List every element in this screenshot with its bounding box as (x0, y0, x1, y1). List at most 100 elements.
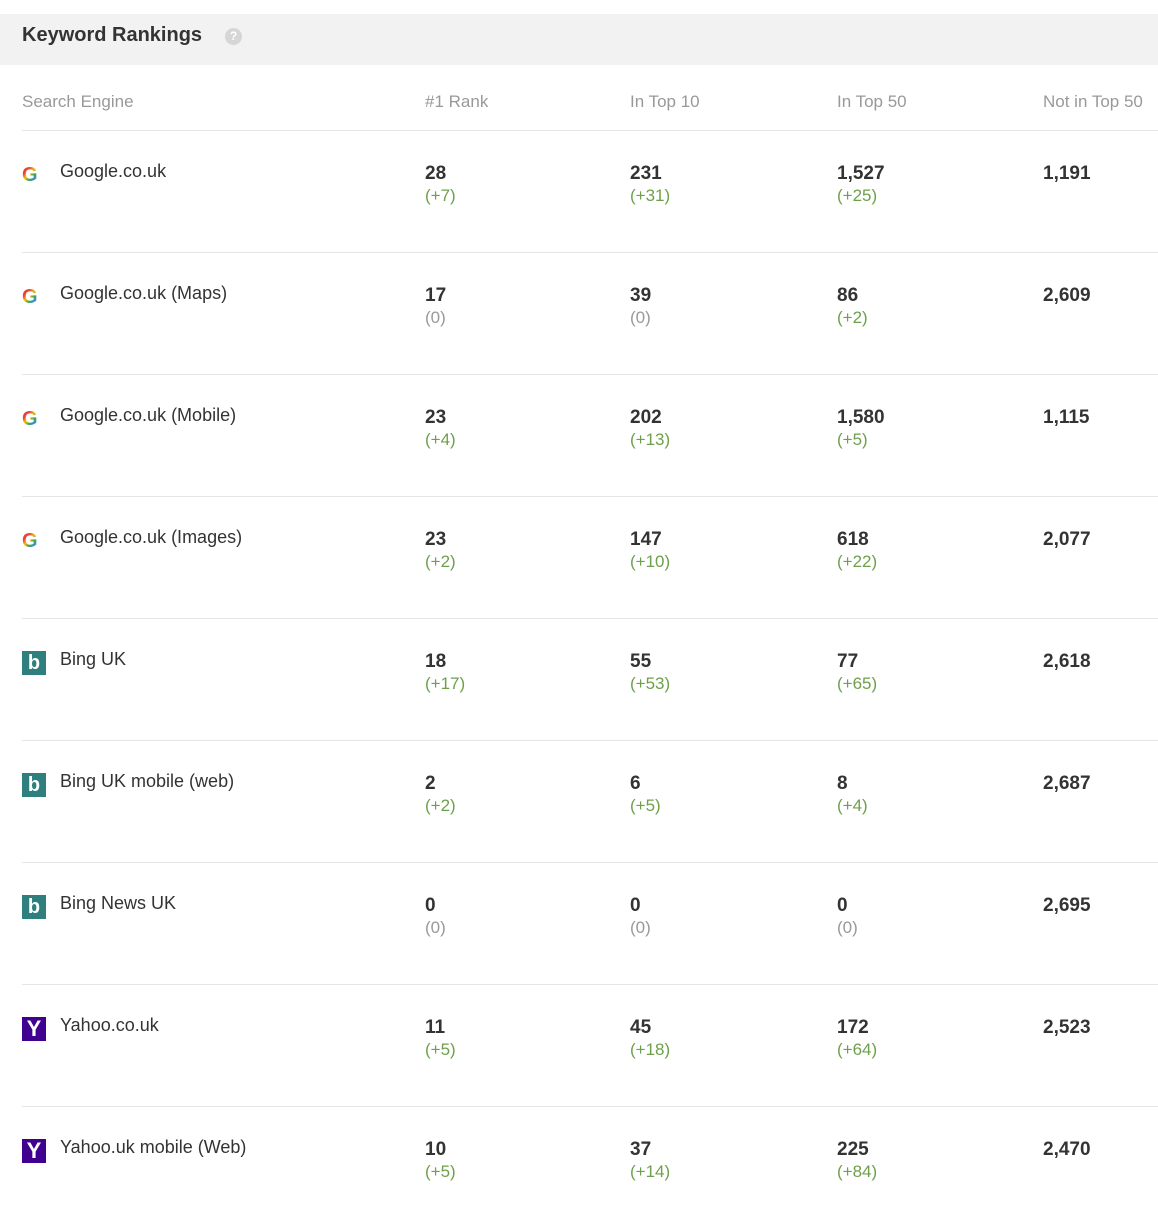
cell-top10: 0 (0) (630, 895, 651, 938)
cell-delta: (0) (837, 918, 858, 937)
engine-name[interactable]: Yahoo.uk mobile (Web) (60, 1137, 247, 1157)
row-divider (22, 740, 1158, 741)
column-header-top10[interactable]: In Top 10 (630, 92, 700, 111)
engine-name[interactable]: Bing UK (60, 649, 127, 669)
cell-delta: (+5) (630, 796, 661, 815)
cell-not-top50: 1,191 (1043, 163, 1091, 185)
cell-delta: (+4) (425, 430, 456, 449)
cell-delta: (+2) (425, 552, 456, 571)
engine-name[interactable]: Bing UK mobile (web) (60, 771, 235, 791)
cell-top50: 0 (0) (837, 895, 858, 938)
cell-delta: (+22) (837, 552, 878, 571)
cell-value: 8 (837, 773, 848, 794)
cell-rank1: 23 (+4) (425, 407, 456, 450)
cell-top50: 77 (+65) (837, 651, 877, 694)
cell-delta: (+31) (630, 186, 671, 205)
cell-top50: 8 (+4) (837, 773, 868, 816)
engine-name[interactable]: Google.co.uk (Maps) (60, 283, 228, 303)
cell-rank1: 0 (0) (425, 895, 446, 938)
google-icon: G (22, 164, 38, 186)
cell-not-top50: 2,470 (1043, 1139, 1091, 1161)
cell-top10: 231 (+31) (630, 163, 670, 206)
panel-title: Keyword Rankings (22, 24, 203, 46)
cell-value: 28 (425, 163, 447, 184)
cell-value: 23 (425, 529, 447, 550)
cell-delta: (+13) (630, 430, 671, 449)
engine-name[interactable]: Yahoo.co.uk (60, 1015, 159, 1035)
row-divider (22, 374, 1158, 375)
cell-value: 55 (630, 651, 652, 672)
cell-rank1: 28 (+7) (425, 163, 456, 206)
cell-delta: (+25) (837, 186, 878, 205)
column-header-search-engine[interactable]: Search Engine (22, 92, 134, 111)
cell-top10: 45 (+18) (630, 1017, 670, 1060)
cell-delta: (+18) (630, 1040, 671, 1059)
cell-value: 1,191 (1043, 163, 1091, 184)
cell-value: 2 (425, 773, 436, 794)
cell-not-top50: 2,609 (1043, 285, 1091, 307)
table-row[interactable]: b Bing UK 18 (+17) 55 (+53) 77 (+65) 2,618 (0, 619, 1158, 741)
cell-value: 23 (425, 407, 447, 428)
table-row[interactable]: G Google.co.uk (Mobile) 23 (+4) 202 (+13) 1,58… (0, 375, 1158, 497)
cell-value: 2,609 (1043, 285, 1091, 306)
cell-value: 2,618 (1043, 651, 1091, 672)
cell-delta: (+2) (425, 796, 456, 815)
table-row[interactable]: G Google.co.uk 28 (+7) 231 (+31) 1,527 (+25) 1,1… (0, 131, 1158, 253)
table-row[interactable]: b Bing UK mobile (web) 2 (+2) 6 (+5) 8 (+4) 2,68… (0, 741, 1158, 863)
table-row[interactable]: Y Yahoo.uk mobile (Web) 10 (+5) 37 (+14) 225 (+… (0, 1107, 1158, 1229)
row-divider (22, 1106, 1158, 1107)
cell-not-top50: 2,695 (1043, 895, 1091, 917)
row-divider (22, 252, 1158, 253)
cell-delta: (+5) (837, 430, 868, 449)
help-icon[interactable]: ? (225, 28, 242, 45)
cell-not-top50: 1,115 (1043, 407, 1090, 429)
cell-value: 6 (630, 773, 641, 794)
cell-value: 39 (630, 285, 652, 306)
cell-top50: 86 (+2) (837, 285, 868, 328)
table-row[interactable]: b Bing News UK 0 (0) 0 (0) 0 (0) 2,695 (0, 863, 1158, 985)
yahoo-icon: Y (22, 1139, 46, 1163)
cell-delta: (+17) (425, 674, 466, 693)
cell-value: 202 (630, 407, 662, 428)
cell-value: 17 (425, 285, 447, 306)
cell-value: 2,077 (1043, 529, 1091, 550)
cell-value: 37 (630, 1139, 652, 1160)
cell-value: 77 (837, 651, 859, 672)
cell-value: 1,115 (1043, 407, 1090, 428)
column-header-rank1[interactable]: #1 Rank (425, 92, 489, 111)
cell-delta: (+65) (837, 674, 878, 693)
cell-top10: 37 (+14) (630, 1139, 670, 1182)
row-divider (22, 618, 1158, 619)
cell-rank1: 10 (+5) (425, 1139, 456, 1182)
header-divider (22, 130, 1158, 131)
engine-name[interactable]: Google.co.uk (60, 161, 167, 181)
cell-rank1: 2 (+2) (425, 773, 456, 816)
cell-value: 225 (837, 1139, 869, 1160)
column-header-top50[interactable]: In Top 50 (837, 92, 907, 111)
cell-not-top50: 2,687 (1043, 773, 1091, 795)
engine-name[interactable]: Bing News UK (60, 893, 177, 913)
cell-value: 172 (837, 1017, 869, 1038)
cell-value: 2,695 (1043, 895, 1091, 916)
cell-value: 18 (425, 651, 447, 672)
cell-value: 0 (630, 895, 641, 916)
cell-top50: 1,527 (+25) (837, 163, 885, 206)
column-header-not-top50[interactable]: Not in Top 50 (1043, 92, 1143, 111)
engine-name[interactable]: Google.co.uk (Images) (60, 527, 243, 547)
engine-name[interactable]: Google.co.uk (Mobile) (60, 405, 237, 425)
table-row[interactable]: G Google.co.uk (Maps) 17 (0) 39 (0) 86 (+2) 2,60… (0, 253, 1158, 375)
bing-icon: b (22, 651, 46, 675)
cell-delta: (+10) (630, 552, 671, 571)
table-row[interactable]: Y Yahoo.co.uk 11 (+5) 45 (+18) 172 (+64) 2,523 (0, 985, 1158, 1107)
cell-delta: (0) (630, 918, 651, 937)
row-divider (22, 496, 1158, 497)
table-row[interactable]: G Google.co.uk (Images) 23 (+2) 147 (+10) 618 (… (0, 497, 1158, 619)
cell-top50: 618 (+22) (837, 529, 877, 572)
cell-delta: (0) (425, 918, 446, 937)
cell-not-top50: 2,523 (1043, 1017, 1091, 1039)
bing-icon: b (22, 895, 46, 919)
cell-top50: 172 (+64) (837, 1017, 877, 1060)
cell-top10: 39 (0) (630, 285, 651, 328)
cell-top10: 55 (+53) (630, 651, 670, 694)
cell-not-top50: 2,077 (1043, 529, 1091, 551)
